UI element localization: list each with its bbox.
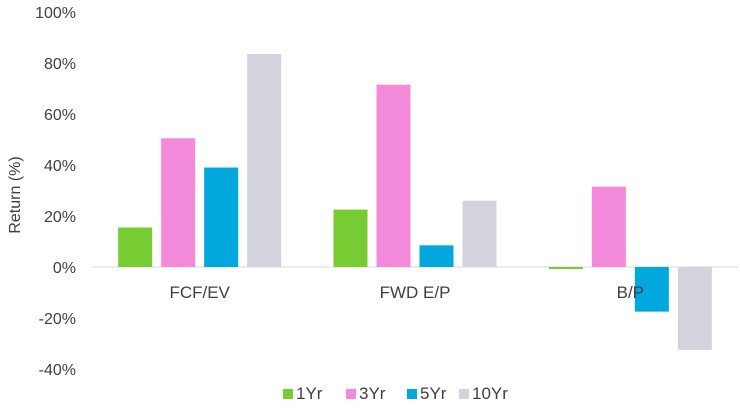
bars-group: [118, 54, 712, 350]
legend-label-10yr: 10Yr: [472, 384, 508, 403]
y-tick-label: 80%: [44, 56, 76, 73]
legend-swatch-5yr: [407, 389, 417, 399]
bar-3yr-b-p: [591, 186, 626, 267]
y-axis-label: Return (%): [7, 156, 24, 233]
y-tick-label: 0%: [53, 260, 76, 277]
bar-3yr-fwd-e-p: [376, 84, 411, 267]
y-tick-label: 20%: [44, 209, 76, 226]
y-axis-ticks: -40% -20% 0% 20% 40% 60% 80% 100%: [35, 5, 76, 379]
bar-1yr-b-p: [548, 267, 583, 270]
y-tick-label: -40%: [39, 362, 76, 379]
x-category-label: FWD E/P: [380, 283, 451, 302]
category-labels: FCF/EV FWD E/P B/P: [169, 283, 644, 302]
legend-swatch-1yr: [283, 389, 293, 399]
y-tick-label: 100%: [35, 5, 76, 22]
bar-1yr-fcf-ev: [118, 227, 153, 267]
bar-5yr-fwd-e-p: [419, 245, 454, 267]
bar-5yr-fcf-ev: [204, 167, 239, 267]
y-tick-label: -20%: [39, 311, 76, 328]
legend-label-1yr: 1Yr: [296, 384, 323, 403]
legend-swatch-10yr: [459, 389, 469, 399]
legend-swatch-3yr: [346, 389, 356, 399]
x-category-label: FCF/EV: [169, 283, 230, 302]
bar-10yr-b-p: [677, 267, 712, 350]
bar-1yr-fwd-e-p: [333, 209, 368, 267]
bar-5yr-b-p: [634, 267, 669, 312]
legend-label-3yr: 3Yr: [359, 384, 386, 403]
legend-label-5yr: 5Yr: [420, 384, 447, 403]
bar-10yr-fwd-e-p: [462, 200, 497, 267]
x-category-label: B/P: [617, 283, 644, 302]
y-tick-label: 60%: [44, 107, 76, 124]
bar-10yr-fcf-ev: [247, 54, 282, 268]
legend: 1Yr 3Yr 5Yr 10Yr: [283, 384, 508, 403]
y-tick-label: 40%: [44, 158, 76, 175]
bar-3yr-fcf-ev: [161, 138, 196, 267]
